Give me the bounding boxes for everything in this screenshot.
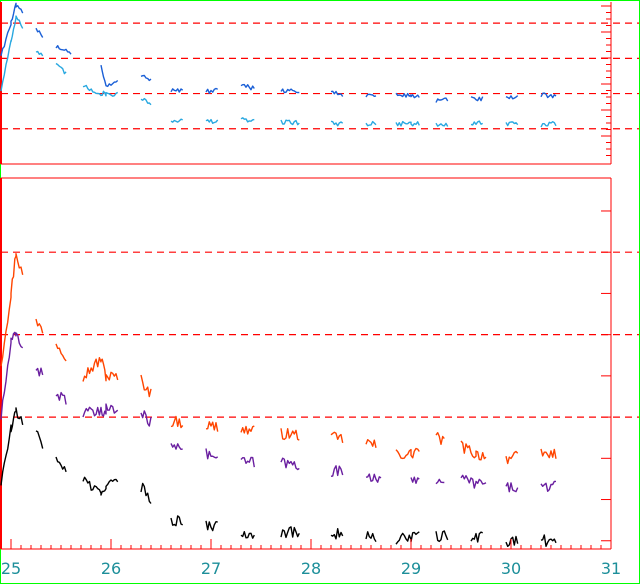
series-1-segment-8 <box>240 83 255 91</box>
x-tick-label-29: 29 <box>401 559 421 578</box>
series-2-segment-13 <box>435 478 445 485</box>
top-panel-reference-lines <box>1 22 639 130</box>
series-3-segment-10 <box>330 528 344 540</box>
series-2-segment-2 <box>35 367 44 377</box>
series-1-segment-9 <box>280 88 300 94</box>
series-2-segment-2 <box>35 50 44 57</box>
series-3-segment-5 <box>140 482 152 504</box>
series-1-segment-9 <box>280 428 300 441</box>
series-3-segment-11 <box>365 531 377 543</box>
series-2-segment-11 <box>365 473 382 483</box>
series-1-segment-11 <box>365 93 377 98</box>
series-3-segment-6 <box>170 515 184 527</box>
series-2-segment-14 <box>460 474 487 489</box>
series-3-segment-14 <box>470 531 483 543</box>
x-tick-label-28: 28 <box>301 559 321 578</box>
series-2-segment-7 <box>205 118 219 125</box>
series-2-segment-5 <box>140 97 152 106</box>
series-3-segment-9 <box>280 526 300 539</box>
series-2-segment-1 <box>0 331 24 420</box>
series-1-segment-5 <box>140 374 152 398</box>
series-1-segment-12 <box>395 92 420 99</box>
x-tick-label-27: 27 <box>201 559 221 578</box>
top-panel <box>0 2 639 165</box>
series-1-segment-11 <box>365 439 377 448</box>
x-tick-label-30: 30 <box>501 559 521 578</box>
bottom-panel-series <box>0 252 557 547</box>
series-1-segment-7 <box>205 87 218 95</box>
series-3-segment-15 <box>505 535 519 547</box>
series-1-segment-4 <box>100 64 119 88</box>
series-2-segment-12 <box>395 120 420 127</box>
series-2-segment-8 <box>240 117 255 123</box>
bottom-panel: 25 26 27 28 29 30 31 <box>0 177 639 578</box>
series-2-segment-3 <box>55 391 67 405</box>
bottom-panel-reference-lines <box>1 251 639 418</box>
series-3-segment-1 <box>0 407 24 486</box>
series-2-segment-5 <box>140 410 152 427</box>
series-3-segment-4 <box>82 476 119 496</box>
series-2-segment-14 <box>470 120 483 126</box>
series-1-segment-14 <box>470 96 484 102</box>
series-2-segment-4 <box>82 84 119 97</box>
series-1-segment-14 <box>460 440 487 461</box>
series-2-segment-13 <box>435 122 449 127</box>
series-3-segment-7 <box>205 520 218 532</box>
series-1-segment-1 <box>0 252 24 367</box>
series-1-segment-2 <box>35 27 44 38</box>
x-axis-ticks: 25 26 27 28 29 30 31 <box>1 539 621 578</box>
series-1-segment-16 <box>540 92 557 99</box>
series-1-segment-7 <box>205 421 219 432</box>
series-1-segment-8 <box>240 425 255 435</box>
series-2-segment-4 <box>82 403 119 418</box>
series-2-segment-10 <box>330 465 344 477</box>
series-2-segment-7 <box>205 448 219 460</box>
series-2-segment-6 <box>170 443 183 450</box>
series-3-segment-2 <box>35 430 44 449</box>
series-1-segment-13 <box>435 97 449 103</box>
series-2-segment-6 <box>170 118 183 123</box>
series-2-segment-16 <box>540 120 557 128</box>
series-3-segment-3 <box>55 456 67 473</box>
series-2-segment-8 <box>240 456 255 468</box>
series-3-segment-12 <box>395 531 420 545</box>
series-1-segment-15 <box>505 95 519 100</box>
x-tick-label-26: 26 <box>101 559 121 578</box>
series-3-segment-13 <box>435 530 449 543</box>
series-2-segment-10 <box>330 120 344 127</box>
series-1-segment-3 <box>55 343 67 362</box>
series-1-segment-10 <box>330 90 344 97</box>
series-1-segment-6 <box>170 415 184 429</box>
series-2-segment-1 <box>0 15 24 92</box>
series-1-segment-2 <box>35 318 44 334</box>
series-3-segment-16 <box>540 534 557 547</box>
series-1-segment-16 <box>540 448 557 459</box>
series-1-segment-13 <box>435 432 445 445</box>
series-2-segment-9 <box>280 457 300 471</box>
series-2-segment-3 <box>55 62 67 75</box>
x-tick-label-25: 25 <box>1 559 21 578</box>
series-1-segment-15 <box>505 450 519 465</box>
series-1-segment-1 <box>0 2 24 57</box>
series-1-segment-4 <box>82 357 119 382</box>
top-panel-series <box>0 2 557 128</box>
bottom-panel-major-ticks <box>601 210 611 542</box>
series-2-segment-9 <box>280 119 300 126</box>
series-2-segment-12 <box>410 476 420 484</box>
x-tick-label-31: 31 <box>601 559 621 578</box>
series-3-segment-8 <box>240 531 255 539</box>
series-2-segment-15 <box>505 121 519 127</box>
series-2-segment-11 <box>365 120 377 127</box>
series-1-segment-3 <box>55 45 72 55</box>
series-1-segment-5 <box>140 74 152 82</box>
series-2-segment-15 <box>505 482 519 493</box>
series-1-segment-12 <box>395 447 420 460</box>
series-2-segment-16 <box>540 480 556 492</box>
series-1-segment-6 <box>170 88 184 93</box>
series-1-segment-10 <box>330 431 344 444</box>
top-panel-minor-ticks <box>601 5 611 156</box>
